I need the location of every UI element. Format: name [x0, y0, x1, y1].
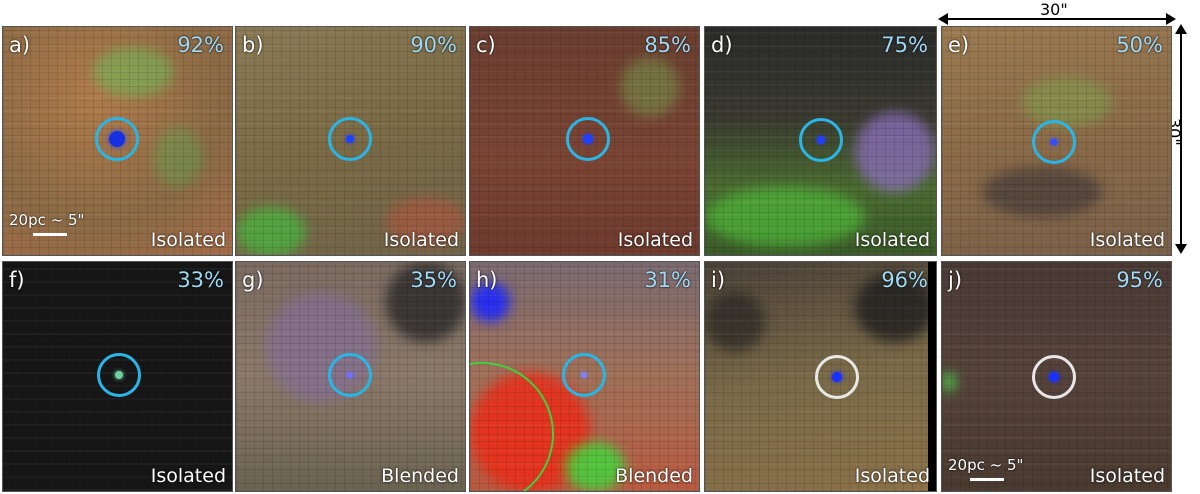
- panel-label: e): [948, 33, 970, 57]
- panel-label: h): [476, 268, 498, 292]
- panel-a: a) 92% Isolated 20pc ~ 5": [2, 26, 233, 256]
- panel-h: h) 31% Blended: [469, 261, 700, 492]
- height-arrow-top-head: [1175, 24, 1187, 34]
- dark-region: [386, 262, 465, 342]
- green-emission: [93, 47, 173, 97]
- source-circle: [328, 117, 372, 161]
- scalebar-label: 20pc ~ 5": [9, 211, 85, 229]
- panel-status: Isolated: [383, 229, 459, 251]
- panel-label: b): [242, 33, 264, 57]
- source-circle: [97, 353, 141, 397]
- panel-label: c): [476, 33, 496, 57]
- green-emission: [236, 207, 306, 255]
- panel-percent: 35%: [410, 268, 457, 292]
- red-emission: [386, 197, 465, 247]
- panel-label: j): [948, 268, 963, 292]
- panel-j: j) 95% Isolated 20pc ~ 5": [941, 261, 1172, 492]
- height-arrow-bottom-head: [1175, 244, 1187, 254]
- scalebar-line: [33, 233, 67, 236]
- width-arrow-left-head: [938, 13, 948, 25]
- purple-emission: [855, 112, 935, 192]
- panel-d: d) 75% Isolated: [704, 26, 937, 256]
- source-circle: [1032, 120, 1076, 164]
- panel-i: i) 96% Isolated: [704, 261, 937, 492]
- panel-status: Isolated: [854, 465, 930, 487]
- scalebar-label: 20pc ~ 5": [948, 456, 1024, 474]
- width-label: 30": [1040, 0, 1068, 19]
- panel-label: g): [242, 268, 264, 292]
- panel-percent: 33%: [177, 268, 224, 292]
- panel-status: Blended: [615, 465, 693, 487]
- dark-lane: [982, 167, 1102, 217]
- panel-label: a): [9, 33, 31, 57]
- green-emission: [942, 372, 956, 392]
- panel-percent: 96%: [881, 268, 928, 292]
- green-emission: [705, 187, 865, 247]
- panel-label: d): [711, 33, 733, 57]
- panel-percent: 31%: [644, 268, 691, 292]
- panel-status: Isolated: [1089, 229, 1165, 251]
- panel-status: Isolated: [617, 229, 693, 251]
- panel-percent: 75%: [881, 33, 928, 57]
- source-circle: [95, 117, 139, 161]
- panel-percent: 85%: [644, 33, 691, 57]
- panel-status: Isolated: [150, 229, 226, 251]
- green-emission: [153, 127, 203, 187]
- source-circle: [815, 355, 859, 399]
- dark-region: [705, 292, 765, 352]
- panel-e: e) 50% Isolated: [941, 26, 1172, 256]
- panel-b: b) 90% Isolated: [235, 26, 466, 256]
- edge-strip: [928, 262, 936, 491]
- panel-c: c) 85% Isolated: [469, 26, 700, 256]
- panel-label: f): [9, 268, 25, 292]
- panel-f: f) 33% Isolated: [2, 261, 233, 492]
- green-emission: [565, 442, 625, 491]
- panel-percent: 50%: [1116, 33, 1163, 57]
- dark-region: [855, 272, 935, 342]
- source-circle: [328, 353, 372, 397]
- source-circle: [562, 353, 606, 397]
- panel-percent: 90%: [410, 33, 457, 57]
- green-emission: [1022, 77, 1112, 127]
- height-arrow: [1180, 28, 1182, 250]
- source-circle: [799, 118, 843, 162]
- green-emission: [620, 57, 680, 117]
- panel-status: Isolated: [1089, 465, 1165, 487]
- panel-status: Blended: [381, 465, 459, 487]
- width-arrow-right-head: [1166, 13, 1176, 25]
- source-circle: [1032, 355, 1076, 399]
- width-arrow: [942, 18, 1172, 20]
- source-circle: [566, 117, 610, 161]
- panel-g: g) 35% Blended: [235, 261, 466, 492]
- panel-percent: 92%: [177, 33, 224, 57]
- panel-status: Isolated: [150, 465, 226, 487]
- panel-status: Isolated: [854, 229, 930, 251]
- panel-label: i): [711, 268, 726, 292]
- blue-emission: [470, 282, 510, 322]
- scalebar-line: [970, 478, 1004, 481]
- panel-percent: 95%: [1116, 268, 1163, 292]
